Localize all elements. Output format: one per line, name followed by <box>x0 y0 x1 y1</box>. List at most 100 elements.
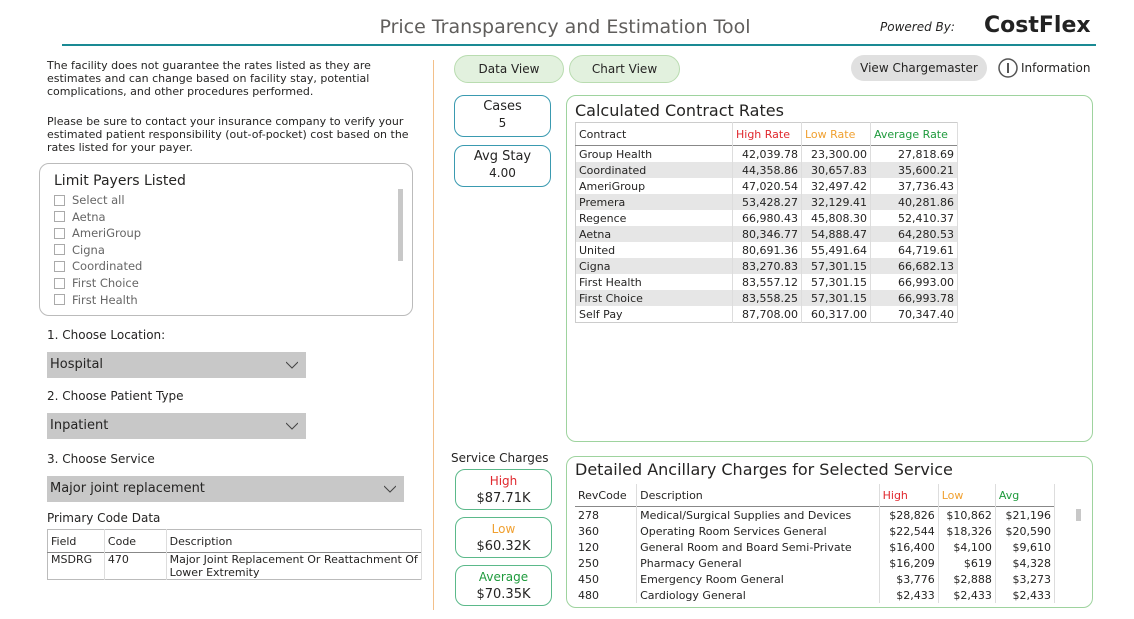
table-cell: Coordinated <box>575 162 733 178</box>
tab[interactable]: Data View <box>454 55 564 83</box>
table-row: 360 Operating Room Services General $22,54… <box>575 523 1056 539</box>
ancillary-panel: Detailed Ancillary Charges for Selected … <box>566 456 1093 608</box>
option-label: Coordinated <box>72 259 143 274</box>
table-cell: $2,433 <box>879 587 939 603</box>
table-cell: Pharmacy General <box>636 555 880 571</box>
checkbox-option[interactable]: First Health <box>54 293 138 307</box>
table-row: Coordinated 44,358.86 30,657.83 35,600.21 <box>575 162 958 178</box>
table-row: 450 Emergency Room General $3,776 $2,888 $3,… <box>575 571 1056 587</box>
table-cell: 35,600.21 <box>870 162 958 178</box>
dropdown-value: Major joint replacement <box>50 481 205 496</box>
column-header: Code <box>104 529 167 553</box>
table-cell: 32,129.41 <box>801 194 871 210</box>
filter-label: 2. Choose Patient Type <box>47 389 184 403</box>
table-cell: 250 <box>575 555 638 571</box>
table-row: Premera 53,428.27 32,129.41 40,281.86 <box>575 194 958 210</box>
table-cell: 53,428.27 <box>732 194 802 210</box>
table-cell: Regence <box>575 210 733 226</box>
checkbox-option[interactable]: Aetna <box>54 210 106 224</box>
checkbox[interactable] <box>54 260 65 272</box>
button[interactable]: Information <box>1021 61 1091 75</box>
table-cell: Emergency Room General <box>636 571 880 587</box>
table-cell: $20,590 <box>995 523 1056 539</box>
checkbox[interactable] <box>54 227 65 239</box>
powered-by: Powered By: <box>880 20 955 34</box>
table-cell: Self Pay <box>575 306 733 323</box>
table-cell: AmeriGroup <box>575 178 733 194</box>
table-cell: 66,993.78 <box>870 290 958 306</box>
checkbox-option[interactable]: Cigna <box>54 243 105 257</box>
code-table: Field Code Description MSDRG 470 Major Joint … <box>47 529 423 580</box>
table-cell: 80,691.36 <box>732 242 802 258</box>
stat-value: 5 <box>498 116 507 130</box>
stat-card: Avg Stay 4.00 <box>454 145 551 187</box>
option-label: Aetna <box>72 209 106 224</box>
scrollbar[interactable] <box>398 189 403 261</box>
stat-card: Cases 5 <box>454 95 551 137</box>
column-header: Description <box>636 484 880 507</box>
checkbox[interactable] <box>54 211 65 223</box>
disclaimer: The facility does not guarantee the rate… <box>47 59 371 98</box>
chevron <box>286 422 298 430</box>
table-cell: $9,610 <box>995 539 1056 555</box>
column-header: High Rate <box>732 122 802 146</box>
dropdown[interactable]: Hospital <box>47 352 306 378</box>
stat-label: Avg Stay <box>473 149 532 164</box>
scrollbar[interactable] <box>1076 509 1081 521</box>
table-row: First Health 83,557.12 57,301.15 66,993.00 <box>575 274 958 290</box>
column-header: Field <box>47 529 105 553</box>
table-cell: 23,300.00 <box>801 145 871 162</box>
table-cell: $3,273 <box>995 571 1056 587</box>
panel-title: Calculated Contract Rates <box>575 101 784 120</box>
charge-card: High $87.71K <box>455 469 552 510</box>
checkbox-option[interactable]: First Choice <box>54 276 139 290</box>
table-row: First Choice 83,558.25 57,301.15 66,993.78 <box>575 290 958 306</box>
table-cell: United <box>575 242 733 258</box>
table-cell: 83,558.25 <box>732 290 802 306</box>
checkbox[interactable] <box>54 194 65 206</box>
table-row: Group Health 42,039.78 23,300.00 27,818.69 <box>575 145 958 162</box>
table-cell: 87,708.00 <box>732 306 802 323</box>
ancillary-table: RevCode Description High Low Avg 278 Medical/S… <box>575 484 1056 603</box>
table-cell: Major Joint Replacement Or Reattachment … <box>166 552 423 580</box>
table-cell: 55,491.64 <box>801 242 871 258</box>
charge-label: Low <box>491 522 516 536</box>
table-cell: 57,301.15 <box>801 274 871 290</box>
table-cell: General Room and Board Semi-Private <box>636 539 880 555</box>
divider <box>433 60 434 610</box>
table-cell: 480 <box>575 587 638 603</box>
option-label: First Health <box>72 292 138 307</box>
checkbox[interactable] <box>54 277 65 289</box>
table-cell: $4,100 <box>938 539 996 555</box>
dropdown[interactable]: Inpatient <box>47 413 306 439</box>
tab[interactable]: Chart View <box>569 55 680 83</box>
table-cell: Medical/Surgical Supplies and Devices <box>636 506 880 523</box>
button[interactable]: View Chargemaster <box>851 55 987 81</box>
option-label: First Choice <box>72 276 139 290</box>
option-label: Cigna <box>72 242 105 257</box>
table-cell: 45,808.30 <box>801 210 871 226</box>
table-cell: 57,301.15 <box>801 258 871 274</box>
info-icon[interactable] <box>997 57 1019 79</box>
table-cell: MSDRG <box>47 552 105 580</box>
table-cell: $3,776 <box>879 571 939 587</box>
checkbox-option[interactable]: AmeriGroup <box>54 226 141 240</box>
table-row: MSDRG 470 Major Joint Replacement Or Reatt… <box>47 552 423 580</box>
table-cell: $21,196 <box>995 506 1056 523</box>
table-row: Aetna 80,346.77 54,888.47 64,280.53 <box>575 226 958 242</box>
header-row: Contract High Rate Low Rate Average Rate <box>575 122 958 146</box>
checkbox-option[interactable]: Select all <box>54 193 125 207</box>
column-header: Description <box>166 529 423 553</box>
chevron <box>384 485 396 493</box>
column-header: Average Rate <box>870 122 958 146</box>
dropdown[interactable]: Major joint replacement <box>47 476 404 502</box>
table-row: Regence 66,980.43 45,808.30 52,410.37 <box>575 210 958 226</box>
checkbox-option[interactable]: Coordinated <box>54 259 142 273</box>
table-row: Cigna 83,270.83 57,301.15 66,682.13 <box>575 258 958 274</box>
checkbox[interactable] <box>54 244 65 256</box>
table-cell: $16,400 <box>879 539 939 555</box>
charge-value: $70.35K <box>476 587 531 602</box>
table-cell: 66,993.00 <box>870 274 958 290</box>
checkbox[interactable] <box>54 294 65 306</box>
